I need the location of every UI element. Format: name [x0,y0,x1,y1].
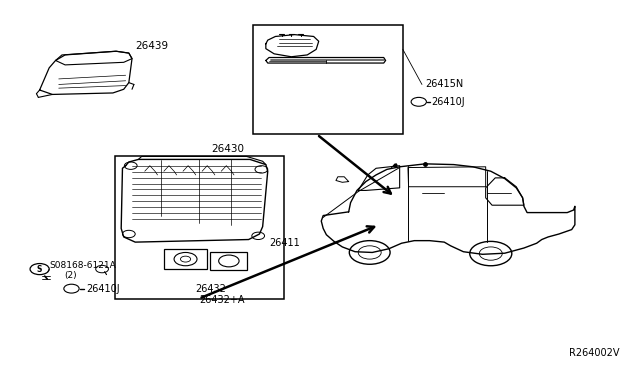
Text: 26439: 26439 [135,41,168,51]
Bar [115,157,284,299]
Text: 26411: 26411 [269,238,300,248]
Text: 26430: 26430 [212,144,244,154]
Text: 26432: 26432 [196,284,227,294]
Text: 26432+A: 26432+A [199,295,244,305]
Text: (2): (2) [64,271,76,280]
Bar [211,252,247,270]
Text: S08168-6121A: S08168-6121A [49,261,116,270]
Bar [164,249,207,269]
Bar [253,25,403,134]
Text: R264002V: R264002V [568,348,619,358]
Text: 26410J: 26410J [86,283,120,294]
Text: 26415N: 26415N [425,80,463,89]
Text: 26410J: 26410J [431,97,465,107]
Text: S: S [37,264,42,273]
